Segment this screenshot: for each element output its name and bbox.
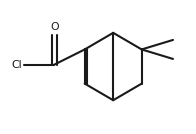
Text: O: O bbox=[50, 22, 59, 32]
Text: Cl: Cl bbox=[11, 60, 22, 70]
